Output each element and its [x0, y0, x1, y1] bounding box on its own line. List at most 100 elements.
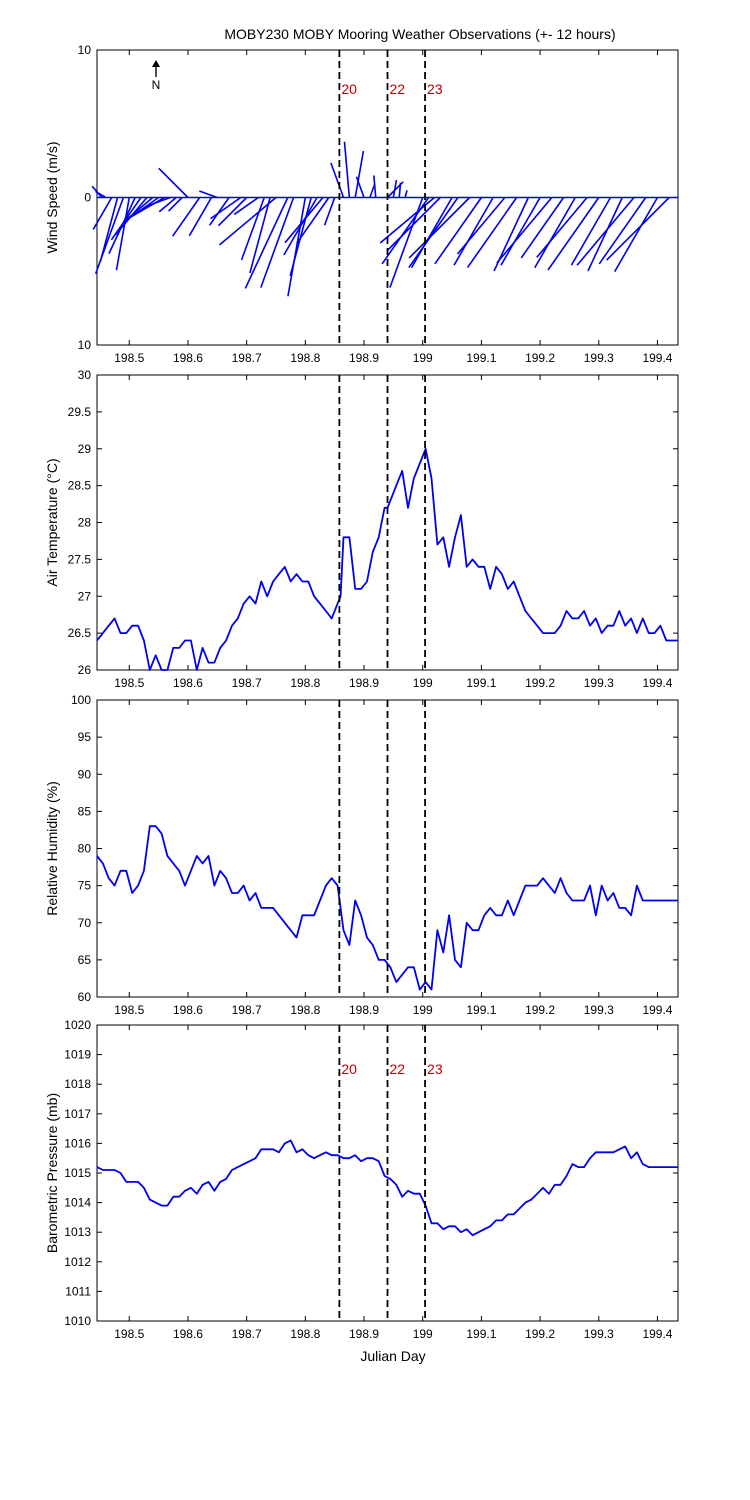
- x-tick-label: 199: [413, 351, 433, 365]
- wind-vector: [355, 176, 365, 198]
- y-axis-label: Wind Speed (m/s): [44, 141, 60, 253]
- y-axis-label: Barometric Pressure (mb): [44, 1093, 60, 1253]
- y-tick-label: 28.5: [68, 479, 92, 493]
- y-tick-label: 80: [78, 842, 92, 856]
- wind-vector: [354, 150, 365, 198]
- y-tick-label: 1019: [64, 1048, 91, 1062]
- x-tick-label: 198.6: [173, 351, 203, 365]
- x-tick-label: 198.7: [232, 1327, 262, 1341]
- x-tick-label: 198.9: [349, 676, 379, 690]
- wind-vector: [606, 196, 670, 261]
- x-tick-label: 198.5: [114, 351, 144, 365]
- wind-speed-panel: 198.5 198.6 198.7 198.8 198.9 199 199.1 199.2 19…: [44, 43, 679, 365]
- wind-vector: [287, 197, 307, 297]
- wind-vector: [128, 196, 165, 219]
- x-tick-label: 199.3: [584, 351, 614, 365]
- y-tick-label: 65: [78, 953, 92, 967]
- y-tick-label: 10: [78, 43, 92, 57]
- wind-vector: [373, 175, 377, 198]
- wind-vector: [167, 196, 183, 212]
- y-tick-label: 29.5: [68, 405, 92, 419]
- wind-vector: [323, 197, 336, 226]
- data-line: [96, 825, 678, 991]
- y-tick-label: 10: [78, 338, 92, 352]
- wind-vector: [576, 196, 635, 266]
- wind-vector: [92, 197, 113, 230]
- y-tick-label: 70: [78, 916, 92, 930]
- x-tick-label: 198.9: [349, 351, 379, 365]
- y-tick-label: 27.5: [68, 552, 92, 566]
- x-tick-label: 198.6: [173, 1327, 203, 1341]
- x-tick-label: 199: [413, 1327, 433, 1341]
- x-tick-label: 198.8: [290, 676, 320, 690]
- y-tick-label: 29: [78, 442, 92, 456]
- wind-vector: [392, 179, 398, 198]
- wind-vector: [536, 196, 588, 258]
- wind-vector: [208, 197, 230, 226]
- wind-vector: [249, 197, 271, 274]
- x-tick-label: 199.1: [466, 1327, 496, 1341]
- wind-vector: [115, 197, 131, 271]
- wind-vector: [534, 197, 576, 269]
- event-marker-label: 22: [390, 1061, 406, 1077]
- wind-vector: [188, 197, 213, 237]
- event-marker-label: 20: [341, 81, 357, 97]
- y-tick-label: 1010: [64, 1314, 91, 1328]
- y-tick-label: 90: [78, 767, 92, 781]
- x-tick-label: 199.2: [525, 676, 555, 690]
- x-tick-label: 198.8: [290, 1003, 320, 1017]
- y-tick-label: 1011: [65, 1284, 91, 1298]
- x-tick-label: 199.1: [466, 676, 496, 690]
- wind-vector: [199, 190, 218, 199]
- north-arrow: N: [152, 60, 160, 92]
- wind-vector: [94, 197, 125, 275]
- wind-vector: [570, 197, 612, 266]
- x-axis-label: Julian Day: [360, 1348, 425, 1364]
- relative-humidity-panel: 198.5 198.6 198.7 198.8 198.9 199 199.1 199.2 19…: [44, 693, 679, 1017]
- x-tick-label: 199.4: [642, 1327, 672, 1341]
- y-tick-label: 1012: [64, 1255, 91, 1269]
- wind-vector: [408, 197, 459, 269]
- y-tick-label: 100: [71, 693, 91, 707]
- wind-vector: [398, 182, 402, 198]
- x-tick-label: 198.6: [173, 1003, 203, 1017]
- x-tick-label: 198.5: [114, 1327, 144, 1341]
- y-tick-label: 1014: [64, 1196, 91, 1210]
- y-tick-label: 0: [84, 191, 91, 205]
- y-tick-label: 95: [78, 730, 92, 744]
- x-tick-label: 199: [413, 676, 433, 690]
- x-tick-label: 198.7: [232, 351, 262, 365]
- x-tick-label: 199.2: [525, 351, 555, 365]
- event-marker-label: 23: [427, 1061, 443, 1077]
- x-tick-label: 199.1: [466, 351, 496, 365]
- x-tick-label: 198.5: [114, 676, 144, 690]
- wind-vector: [587, 197, 623, 272]
- x-tick-label: 199.4: [642, 676, 672, 690]
- y-tick-label: 1020: [64, 1018, 91, 1032]
- x-tick-label: 198.8: [290, 351, 320, 365]
- wind-vector: [217, 196, 248, 227]
- x-tick-label: 198.7: [232, 676, 262, 690]
- wind-vector: [343, 141, 351, 198]
- wind-vector: [240, 197, 266, 261]
- wind-vector: [260, 197, 295, 288]
- wind-vector: [496, 196, 553, 264]
- wind-vector: [598, 197, 647, 265]
- barometric-pressure-panel: 198.5 198.6 198.7 198.8 198.9 199 199.1 199.2 19…: [44, 1018, 679, 1341]
- wind-vector: [456, 196, 506, 255]
- event-marker-label: 22: [390, 81, 406, 97]
- event-marker-label: 20: [341, 1061, 357, 1077]
- x-tick-label: 198.8: [290, 1327, 320, 1341]
- wind-vector: [284, 196, 324, 244]
- wind-vector: [404, 190, 408, 198]
- y-tick-label: 1013: [64, 1225, 91, 1239]
- y-tick-label: 1016: [64, 1136, 91, 1150]
- wind-vector: [233, 196, 259, 216]
- y-tick-label: 28: [78, 516, 92, 530]
- x-tick-label: 198.9: [349, 1327, 379, 1341]
- data-line: [96, 447, 678, 671]
- x-tick-label: 199.3: [584, 1003, 614, 1017]
- y-tick-label: 26.5: [68, 626, 92, 640]
- wind-vector: [158, 167, 189, 199]
- y-tick-label: 1017: [64, 1107, 91, 1121]
